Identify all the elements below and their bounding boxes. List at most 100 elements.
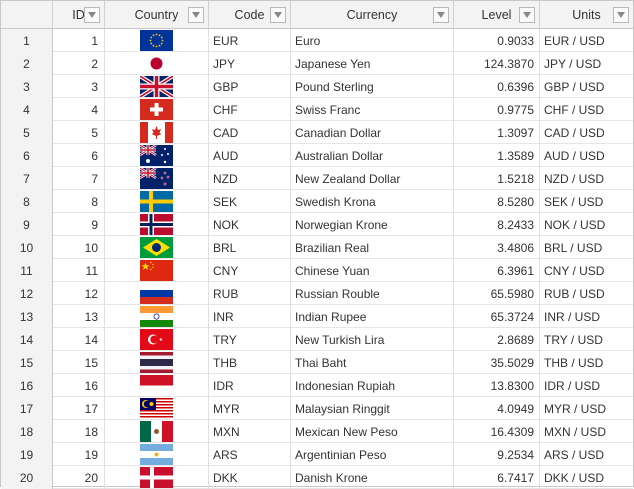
country-flag-cell[interactable] <box>105 397 209 420</box>
country-filter-button[interactable] <box>188 7 204 23</box>
country-flag-cell[interactable] <box>105 52 209 75</box>
units-filter-button[interactable] <box>613 7 629 23</box>
level-cell[interactable]: 0.6396 <box>454 75 540 98</box>
level-cell[interactable]: 0.9033 <box>454 29 540 52</box>
id-cell[interactable]: 2 <box>53 52 105 75</box>
id-cell[interactable]: 5 <box>53 121 105 144</box>
country-flag-cell[interactable] <box>105 374 209 397</box>
id-cell[interactable]: 13 <box>53 305 105 328</box>
id-cell[interactable]: 8 <box>53 190 105 213</box>
currency-cell[interactable]: Norwegian Krone <box>291 213 454 236</box>
id-cell[interactable]: 14 <box>53 328 105 351</box>
code-cell[interactable]: CHF <box>209 98 291 121</box>
id-cell[interactable]: 20 <box>53 466 105 489</box>
units-cell[interactable]: ARS / USD <box>544 447 605 462</box>
currency-cell[interactable]: Canadian Dollar <box>291 121 454 144</box>
country-flag-cell[interactable] <box>105 29 209 52</box>
currency-cell[interactable]: Russian Rouble <box>291 282 454 305</box>
units-cell[interactable]: GBP / USD <box>544 79 605 94</box>
units-cell[interactable]: EUR / USD <box>544 33 605 48</box>
table-row[interactable]: 14 14 TRY New Turkish Lira 2.8689 TRY / USD <box>1 328 633 351</box>
id-cell[interactable]: 9 <box>53 213 105 236</box>
currency-cell[interactable]: New Turkish Lira <box>291 328 454 351</box>
currency-cell[interactable]: Euro <box>291 29 454 52</box>
id-cell[interactable]: 17 <box>53 397 105 420</box>
country-flag-cell[interactable] <box>105 213 209 236</box>
header-units[interactable]: Units <box>540 1 633 29</box>
country-flag-cell[interactable] <box>105 98 209 121</box>
country-flag-cell[interactable] <box>105 236 209 259</box>
currency-cell[interactable]: Danish Krone <box>291 466 454 489</box>
table-row[interactable]: 7 7 NZD New Zealand Dollar 1.5218 NZD / USD <box>1 167 633 190</box>
country-flag-cell[interactable] <box>105 75 209 98</box>
code-cell[interactable]: IDR <box>209 374 291 397</box>
id-cell[interactable]: 4 <box>53 98 105 121</box>
level-cell[interactable]: 8.2433 <box>454 213 540 236</box>
code-cell[interactable]: NZD <box>209 167 291 190</box>
table-row[interactable]: 6 6 AUD Australian Dollar 1.3589 AUD / USD <box>1 144 633 167</box>
level-cell[interactable]: 9.2534 <box>454 443 540 466</box>
units-cell[interactable]: CAD / USD <box>544 125 605 140</box>
units-cell[interactable]: BRL / USD <box>544 240 603 255</box>
units-cell[interactable]: TRY / USD <box>544 332 603 347</box>
units-cell[interactable]: DKK / USD <box>544 470 605 485</box>
level-cell[interactable]: 35.5029 <box>454 351 540 374</box>
header-currency[interactable]: Currency <box>291 1 454 29</box>
country-flag-cell[interactable] <box>105 144 209 167</box>
level-cell[interactable]: 13.8300 <box>454 374 540 397</box>
units-cell[interactable]: MXN / USD <box>544 424 607 439</box>
table-row[interactable]: 19 19 ARS Argentinian Peso 9.2534 ARS / USD <box>1 443 633 466</box>
code-cell[interactable]: GBP <box>209 75 291 98</box>
id-cell[interactable]: 12 <box>53 282 105 305</box>
country-flag-cell[interactable] <box>105 466 209 489</box>
currency-cell[interactable]: Argentinian Peso <box>291 443 454 466</box>
header-level[interactable]: Level <box>454 1 540 29</box>
currency-cell[interactable]: Australian Dollar <box>291 144 454 167</box>
table-row[interactable]: 20 20 DKK Danish Krone 6.7417 DKK / USD <box>1 466 633 489</box>
units-cell[interactable]: NZD / USD <box>544 171 604 186</box>
table-row[interactable]: 17 17 MYR Malaysian Ringgit 4.0949 MYR / USD <box>1 397 633 420</box>
country-flag-cell[interactable] <box>105 328 209 351</box>
level-cell[interactable]: 2.8689 <box>454 328 540 351</box>
code-cell[interactable]: ARS <box>209 443 291 466</box>
country-flag-cell[interactable] <box>105 305 209 328</box>
table-row[interactable]: 2 2 JPY Japanese Yen 124.3870 JPY / USD <box>1 52 633 75</box>
level-cell[interactable]: 0.9775 <box>454 98 540 121</box>
units-cell[interactable]: CHF / USD <box>544 102 604 117</box>
level-cell[interactable]: 6.3961 <box>454 259 540 282</box>
currency-cell[interactable]: Indonesian Rupiah <box>291 374 454 397</box>
level-cell[interactable]: 4.0949 <box>454 397 540 420</box>
header-id[interactable]: ID <box>53 1 105 29</box>
id-cell[interactable]: 15 <box>53 351 105 374</box>
code-cell[interactable]: EUR <box>209 29 291 52</box>
header-code[interactable]: Code <box>209 1 291 29</box>
currency-cell[interactable]: Brazilian Real <box>291 236 454 259</box>
code-cell[interactable]: AUD <box>209 144 291 167</box>
code-cell[interactable]: CNY <box>209 259 291 282</box>
units-cell[interactable]: NOK / USD <box>544 217 606 232</box>
country-flag-cell[interactable] <box>105 190 209 213</box>
level-cell[interactable]: 1.3589 <box>454 144 540 167</box>
code-cell[interactable]: DKK <box>209 466 291 489</box>
level-cell[interactable]: 6.7417 <box>454 466 540 489</box>
units-cell[interactable]: CNY / USD <box>544 263 605 278</box>
id-cell[interactable]: 19 <box>53 443 105 466</box>
country-flag-cell[interactable] <box>105 259 209 282</box>
currency-cell[interactable]: Malaysian Ringgit <box>291 397 454 420</box>
currency-cell[interactable]: New Zealand Dollar <box>291 167 454 190</box>
header-country[interactable]: Country <box>105 1 209 29</box>
table-row[interactable]: 12 12 RUB Russian Rouble 65.5980 RUB / USD <box>1 282 633 305</box>
country-flag-cell[interactable] <box>105 351 209 374</box>
table-row[interactable]: 4 4 CHF Swiss Franc 0.9775 CHF / USD <box>1 98 633 121</box>
units-cell[interactable]: JPY / USD <box>544 56 602 71</box>
table-row[interactable]: 9 9 NOK Norwegian Krone 8.2433 NOK / USD <box>1 213 633 236</box>
table-row[interactable]: 5 5 CAD Canadian Dollar 1.3097 CAD / USD <box>1 121 633 144</box>
currency-cell[interactable]: Mexican New Peso <box>291 420 454 443</box>
level-cell[interactable]: 124.3870 <box>454 52 540 75</box>
code-cell[interactable]: MXN <box>209 420 291 443</box>
table-row[interactable]: 16 16 IDR Indonesian Rupiah 13.8300 IDR / USD <box>1 374 633 397</box>
table-row[interactable]: 15 15 THB Thai Baht 35.5029 THB / USD <box>1 351 633 374</box>
level-cell[interactable]: 1.3097 <box>454 121 540 144</box>
id-cell[interactable]: 1 <box>53 29 105 52</box>
table-row[interactable]: 10 10 BRL Brazilian Real 3.4806 BRL / USD <box>1 236 633 259</box>
